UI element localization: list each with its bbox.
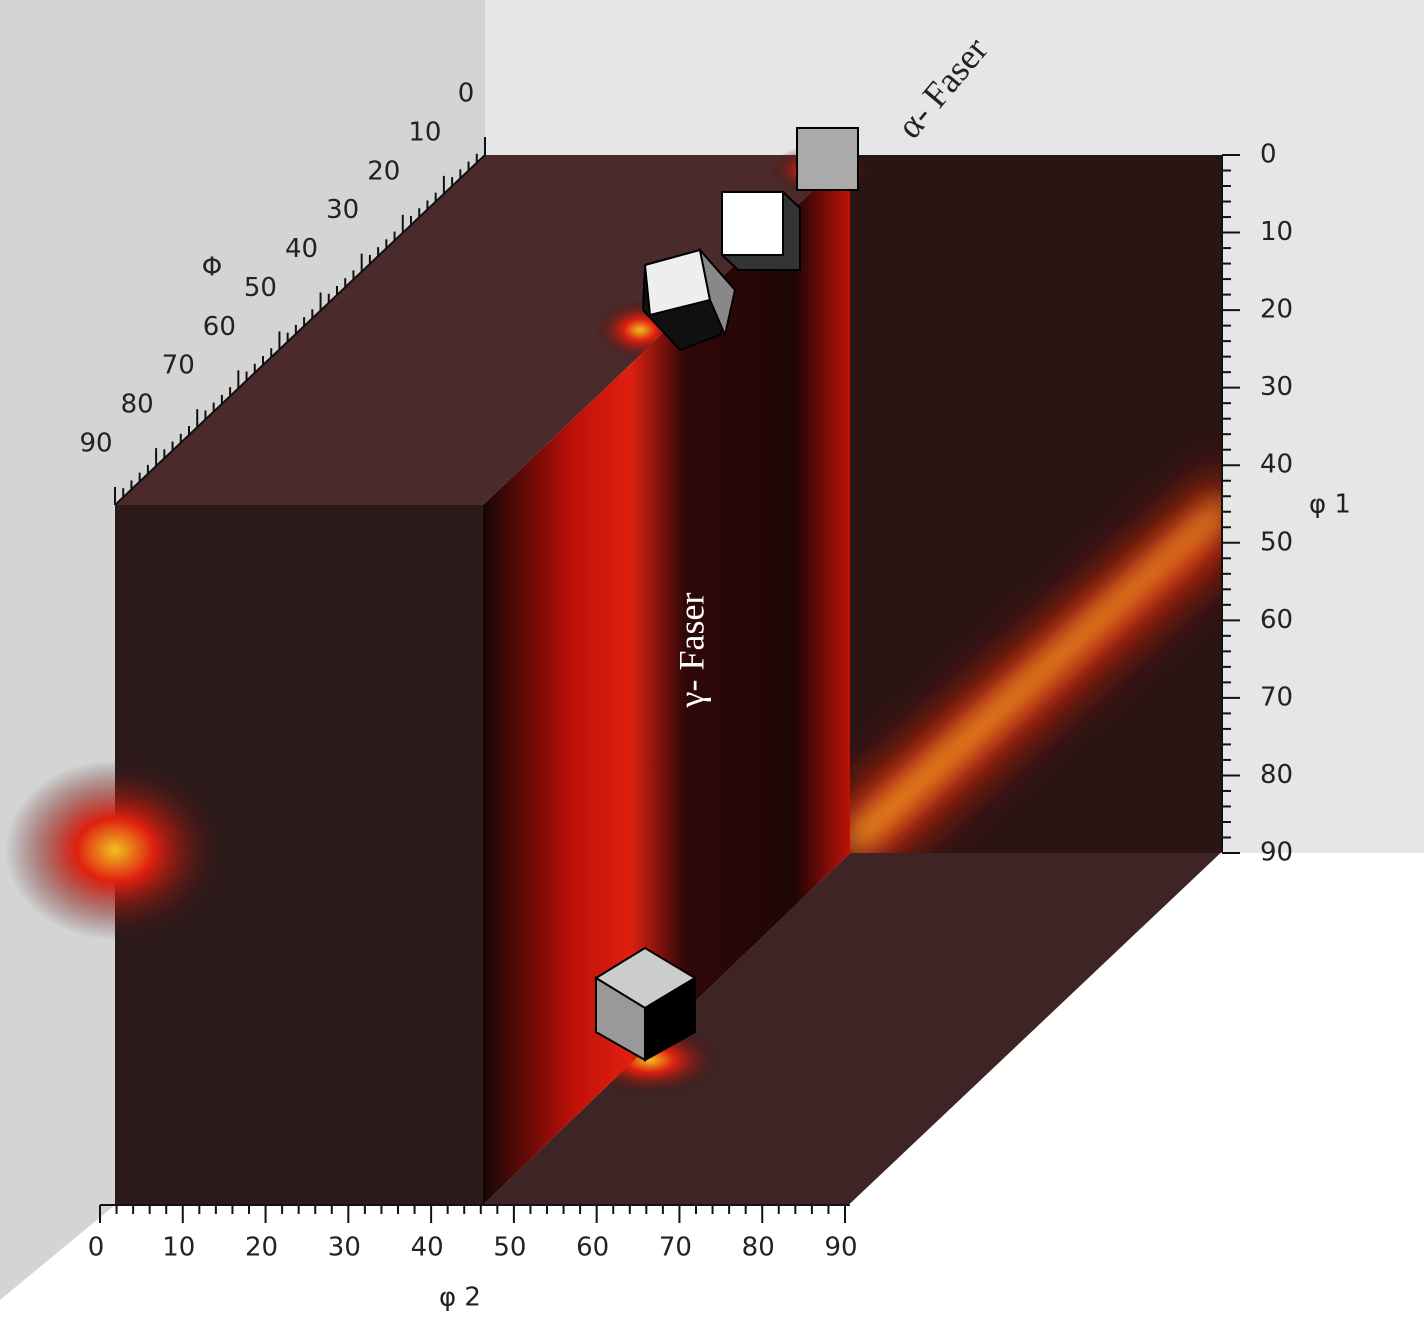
tick-label: 60 xyxy=(203,312,236,342)
tick-label: 70 xyxy=(1260,682,1293,712)
tick-label: 20 xyxy=(245,1233,278,1263)
tick-label: 20 xyxy=(367,156,400,186)
tick-label: 30 xyxy=(326,195,359,225)
tick-label: 10 xyxy=(408,117,441,147)
cube-face xyxy=(722,192,783,255)
back-plane xyxy=(850,155,1222,853)
tick-label: 60 xyxy=(1260,605,1293,635)
tick-label: 40 xyxy=(285,234,318,264)
tick-label: 0 xyxy=(458,79,475,109)
tick-label: 90 xyxy=(1260,838,1293,868)
tick-label: 30 xyxy=(328,1233,361,1263)
heat-spot xyxy=(5,760,225,940)
odf-figure: φ 1 φ 2 Φ α- Faser γ- Faser 010203040506… xyxy=(0,0,1424,1317)
tick-label: 10 xyxy=(1260,217,1293,247)
tick-label: 90 xyxy=(79,429,112,459)
tick-label: 70 xyxy=(162,351,195,381)
tick-label: 50 xyxy=(493,1233,526,1263)
tick-label: 0 xyxy=(88,1233,105,1263)
tick-label: 10 xyxy=(162,1233,195,1263)
gamma-fiber-label: γ- Faser xyxy=(671,593,711,709)
tick-label: 30 xyxy=(1260,372,1293,402)
Phi-label: Φ xyxy=(202,253,222,283)
tick-label: 40 xyxy=(411,1233,444,1263)
phi1-label: φ 1 xyxy=(1309,490,1351,520)
phi2-label: φ 2 xyxy=(439,1283,481,1313)
tick-label: 50 xyxy=(244,273,277,303)
tick-label: 60 xyxy=(576,1233,609,1263)
tick-label: 90 xyxy=(824,1233,857,1263)
tick-label: 80 xyxy=(121,390,154,420)
tick-label: 40 xyxy=(1260,450,1293,480)
tick-label: 0 xyxy=(1260,140,1277,170)
tick-label: 70 xyxy=(659,1233,692,1263)
cube xyxy=(797,128,858,190)
tick-label: 80 xyxy=(742,1233,775,1263)
tick-label: 80 xyxy=(1260,760,1293,790)
tick-label: 20 xyxy=(1260,295,1293,325)
tick-label: 50 xyxy=(1260,527,1293,557)
